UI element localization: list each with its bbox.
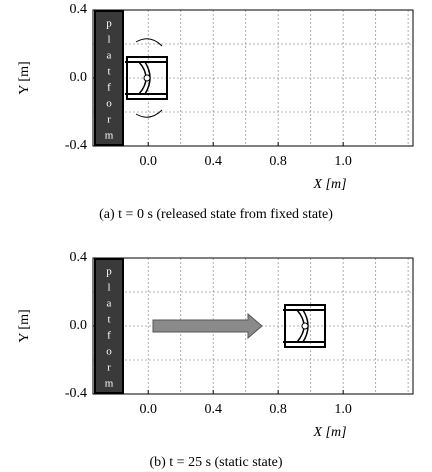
- motion-arrow: [152, 312, 263, 340]
- platform-letter: l: [107, 282, 110, 294]
- platform-letter: l: [107, 34, 110, 46]
- y-axis-label: Y [m]: [17, 309, 32, 342]
- x-tick-label: 0.4: [204, 154, 222, 169]
- y-tick-label: 0.0: [70, 318, 88, 333]
- platform-letter: o: [106, 346, 112, 358]
- panel: 0.0 0.4 0.8 1.0 -0.4 0.0 0.4 X [m] Y [m] (a) t = …: [17, 2, 414, 222]
- platform-letter: r: [107, 362, 111, 374]
- platform-letter: m: [105, 378, 114, 390]
- platform-letter: t: [107, 314, 110, 326]
- y-tick-label: 0.4: [70, 2, 88, 17]
- platform-letter: f: [107, 330, 111, 342]
- robot-joint: [143, 74, 151, 82]
- y-tick-label: 0.4: [70, 250, 88, 265]
- platform-letter: o: [106, 98, 112, 110]
- platform-letter: m: [105, 130, 114, 142]
- platform-letter: f: [107, 82, 111, 94]
- x-tick-label: 0.4: [204, 402, 222, 417]
- x-tick-label: 1.0: [334, 402, 352, 417]
- platform-letter: a: [107, 298, 112, 310]
- platform-letter: a: [107, 50, 112, 62]
- x-tick-label: 0.0: [139, 402, 157, 417]
- platform: [94, 258, 124, 394]
- caption: (a) t = 0 s (released state from fixed s…: [99, 207, 333, 222]
- x-axis-label: X [m]: [312, 177, 346, 192]
- rotation-arrow: [135, 38, 163, 47]
- y-axis-label: Y [m]: [17, 61, 32, 94]
- x-tick-label: 1.0: [334, 154, 352, 169]
- panel: 0.0 0.4 0.8 1.0 -0.4 0.0 0.4 X [m] Y [m] (b) t = …: [17, 250, 414, 470]
- platform-letter: t: [107, 66, 110, 78]
- caption: (b) t = 25 s (static state): [149, 455, 282, 470]
- platform-letter: p: [106, 266, 112, 278]
- platform-letter: p: [106, 18, 112, 30]
- x-tick-label: 0.8: [269, 402, 287, 417]
- x-tick-label: 0.0: [139, 154, 157, 169]
- robot-frame: [126, 56, 168, 100]
- y-tick-label: 0.0: [70, 70, 88, 85]
- x-axis-label: X [m]: [312, 425, 346, 440]
- rotation-arrow: [135, 109, 163, 118]
- y-tick-label: -0.4: [65, 138, 87, 153]
- platform: [94, 10, 124, 146]
- y-tick-label: -0.4: [65, 386, 87, 401]
- robot-frame: [284, 304, 326, 348]
- platform-letter: r: [107, 114, 111, 126]
- robot-joint: [301, 322, 309, 330]
- x-tick-label: 0.8: [269, 154, 287, 169]
